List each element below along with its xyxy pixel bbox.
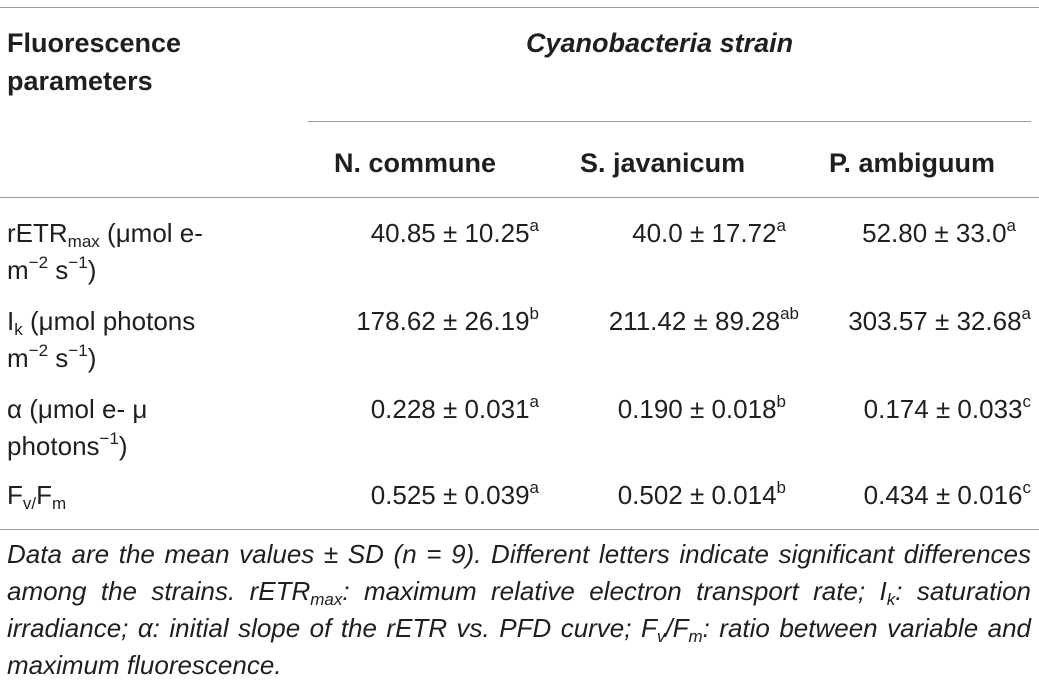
cell-retrmax-n-commune: 40.85 ± 10.25a [370,216,539,248]
column-header-p-ambiguum: P. ambiguum [829,148,996,178]
row-label-fv-fm: Fv/Fm [7,480,67,513]
column-header-n-commune: N. commune [334,148,497,178]
cell-retrmax-p-ambiguum: 52.80 ± 33.0a [862,216,1016,248]
header-bottom-rule [0,197,1039,198]
row-label-ik: Ik (μmol photons m−2 s−1) [7,306,196,373]
table-footnote: Data are the mean values ± SD (n = 9). D… [7,539,1032,680]
cell-fvfm-n-commune: 0.525 ± 0.039a [370,478,539,510]
group-rule [308,121,1031,122]
cell-ik-n-commune: 178.62 ± 26.19b [356,304,539,336]
top-rule [0,7,1039,8]
cell-fvfm-p-ambiguum: 0.434 ± 0.016c [863,478,1031,510]
cell-retrmax-s-javanicum: 40.0 ± 17.72a [632,216,786,248]
row-label-retrmax: rETRmax (μmol e- m−2 s−1) [7,218,203,285]
cell-ik-s-javanicum: 211.42 ± 89.28ab [608,304,799,336]
group-header: Cyanobacteria strain [526,28,794,58]
cell-fvfm-s-javanicum: 0.502 ± 0.014b [617,478,786,510]
corner-header: Fluorescence parameters [7,28,182,96]
column-header-s-javanicum: S. javanicum [580,148,746,178]
cell-alpha-s-javanicum: 0.190 ± 0.018b [617,392,786,424]
cell-alpha-p-ambiguum: 0.174 ± 0.033c [863,392,1031,424]
row-label-alpha: α (μmol e- μ photons−1) [7,394,148,461]
table-bottom-rule [0,529,1039,530]
cell-alpha-n-commune: 0.228 ± 0.031a [370,392,539,424]
cell-ik-p-ambiguum: 303.57 ± 32.68a [848,304,1031,336]
